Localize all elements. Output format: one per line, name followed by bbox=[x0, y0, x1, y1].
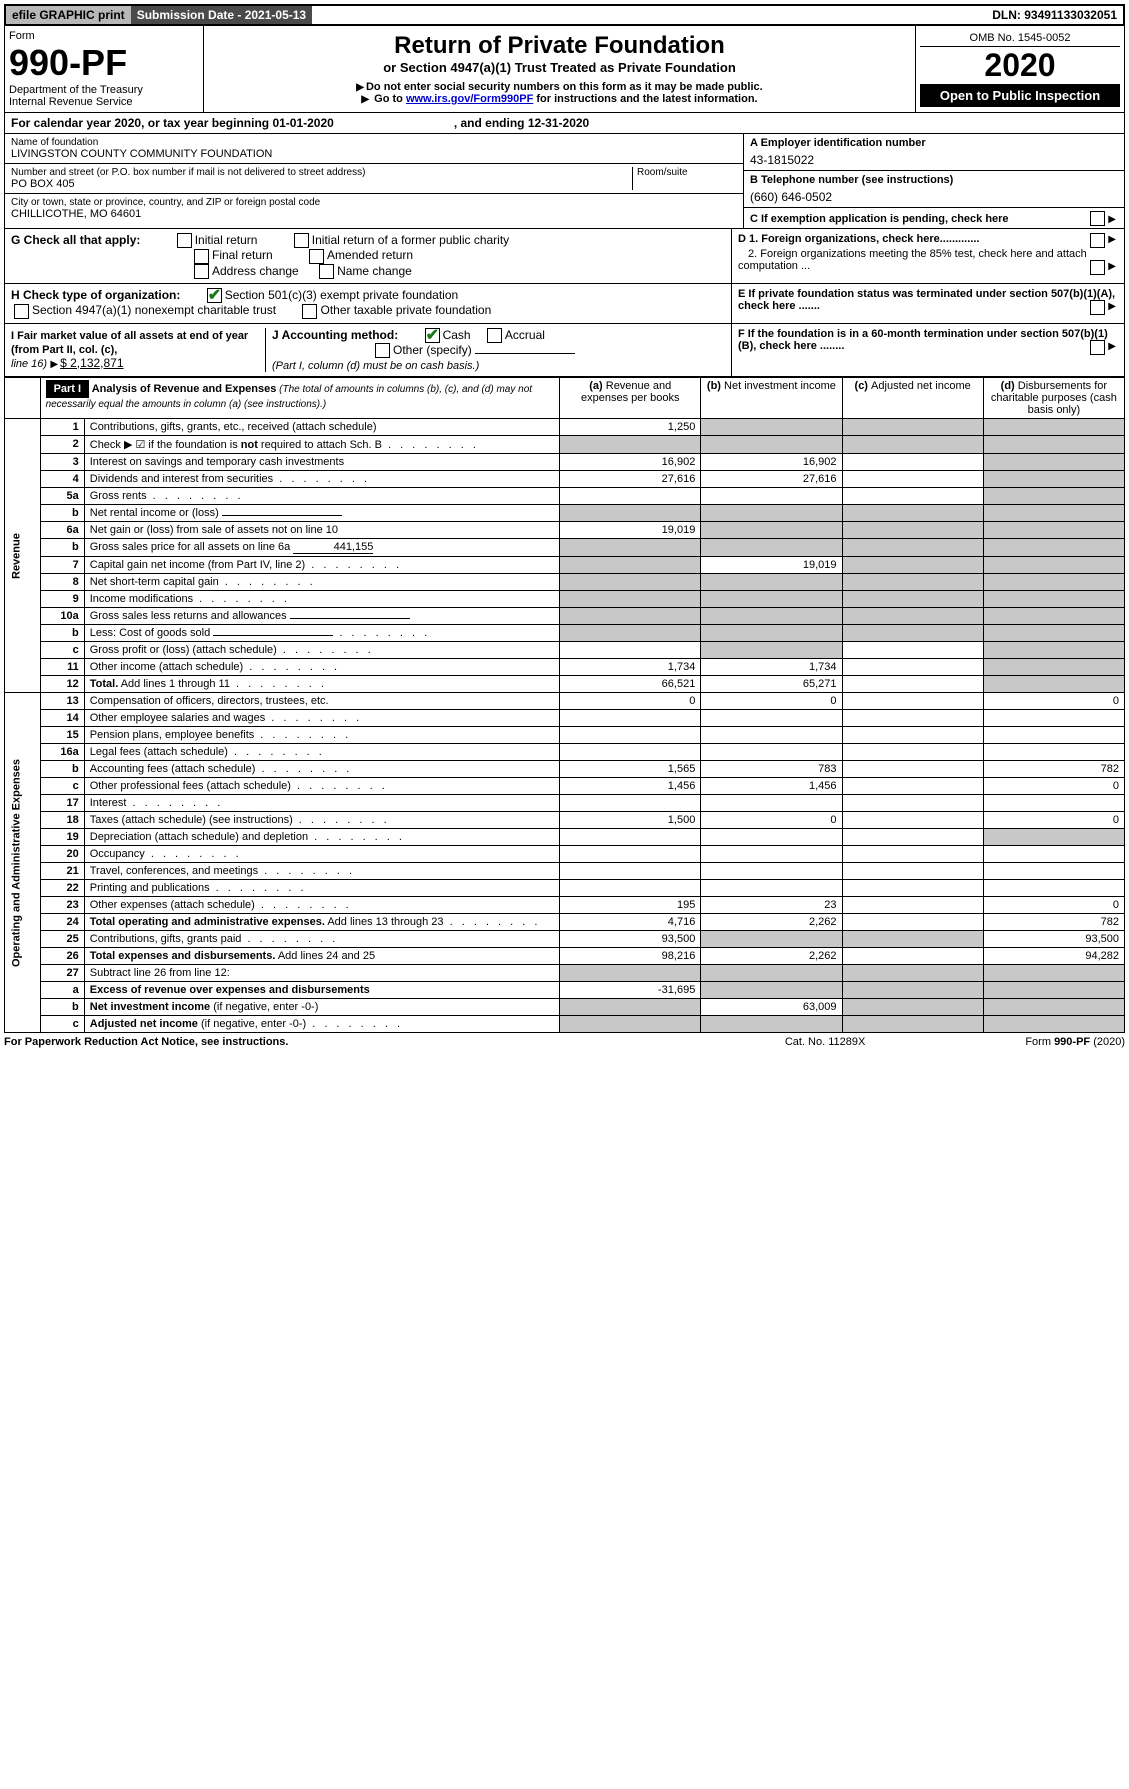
header-mid: Return of Private Foundation or Section … bbox=[204, 26, 915, 112]
table-row: cAdjusted net income (if negative, enter… bbox=[5, 1016, 1125, 1033]
chk-other-tax[interactable] bbox=[302, 304, 317, 319]
warning-1: Do not enter social security numbers on … bbox=[210, 81, 909, 93]
chk-addr[interactable] bbox=[194, 264, 209, 279]
irs: Internal Revenue Service bbox=[9, 96, 199, 108]
g-label: G Check all that apply: bbox=[11, 233, 140, 247]
table-row: 8Net short-term capital gain bbox=[5, 574, 1125, 591]
table-row: bNet investment income (if negative, ent… bbox=[5, 999, 1125, 1016]
table-row: bLess: Cost of goods sold bbox=[5, 625, 1125, 642]
table-row: 25Contributions, gifts, grants paid93,50… bbox=[5, 931, 1125, 948]
chk-amended[interactable] bbox=[309, 249, 324, 264]
top-bar: efile GRAPHIC print Submission Date - 20… bbox=[4, 4, 1125, 26]
table-row: Operating and Administrative Expenses13C… bbox=[5, 693, 1125, 710]
form-word: Form bbox=[9, 30, 199, 42]
efile-label: efile GRAPHIC print bbox=[6, 6, 131, 24]
table-row: 10aGross sales less returns and allowanc… bbox=[5, 608, 1125, 625]
submission-date: Submission Date - 2021-05-13 bbox=[131, 6, 312, 24]
table-row: aExcess of revenue over expenses and dis… bbox=[5, 982, 1125, 999]
table-row: 2Check ▶ ☑ if the foundation is not requ… bbox=[5, 436, 1125, 454]
form-number: 990-PF bbox=[9, 42, 199, 84]
phone-field: B Telephone number (see instructions) (6… bbox=[744, 171, 1124, 208]
table-row: cOther professional fees (attach schedul… bbox=[5, 778, 1125, 795]
table-row: 15Pension plans, employee benefits bbox=[5, 727, 1125, 744]
table-row: 18Taxes (attach schedule) (see instructi… bbox=[5, 812, 1125, 829]
calendar-year: For calendar year 2020, or tax year begi… bbox=[4, 113, 1125, 134]
exemption-checkbox[interactable] bbox=[1090, 211, 1105, 226]
warning-2: Go to www.irs.gov/Form990PF for instruct… bbox=[210, 93, 909, 105]
chk-other-method[interactable] bbox=[375, 343, 390, 358]
form-title: Return of Private Foundation bbox=[210, 32, 909, 60]
part-1-label: Part I bbox=[46, 380, 90, 398]
ij-row: I Fair market value of all assets at end… bbox=[4, 324, 1125, 378]
dln: DLN: 93491133032051 bbox=[986, 6, 1123, 24]
chk-d2[interactable] bbox=[1090, 260, 1105, 275]
address-field: Number and street (or P.O. box number if… bbox=[5, 164, 743, 194]
footer-catno: Cat. No. 11289X bbox=[785, 1036, 866, 1048]
table-row: 14Other employee salaries and wages bbox=[5, 710, 1125, 727]
chk-d1[interactable] bbox=[1090, 233, 1105, 248]
header-right: OMB No. 1545-0052 2020 Open to Public In… bbox=[915, 26, 1124, 112]
table-row: 17Interest bbox=[5, 795, 1125, 812]
footer-notice: For Paperwork Reduction Act Notice, see … bbox=[4, 1036, 288, 1048]
table-row: bAccounting fees (attach schedule)1,5657… bbox=[5, 761, 1125, 778]
table-row: 4Dividends and interest from securities2… bbox=[5, 471, 1125, 488]
table-row: 16aLegal fees (attach schedule) bbox=[5, 744, 1125, 761]
dept: Department of the Treasury bbox=[9, 84, 199, 96]
footer: For Paperwork Reduction Act Notice, see … bbox=[4, 1033, 1125, 1051]
table-row: 9Income modifications bbox=[5, 591, 1125, 608]
g-checks: G Check all that apply: Initial return I… bbox=[4, 229, 1125, 284]
table-row: 21Travel, conferences, and meetings bbox=[5, 863, 1125, 880]
chk-initial[interactable] bbox=[177, 233, 192, 248]
table-row: 7Capital gain net income (from Part IV, … bbox=[5, 557, 1125, 574]
chk-f[interactable] bbox=[1090, 340, 1105, 355]
omb: OMB No. 1545-0052 bbox=[920, 30, 1120, 47]
exemption-field: C If exemption application is pending, c… bbox=[744, 208, 1124, 228]
table-row: 6aNet gain or (loss) from sale of assets… bbox=[5, 522, 1125, 539]
foundation-name-field: Name of foundation LIVINGSTON COUNTY COM… bbox=[5, 134, 743, 164]
chk-initial-former[interactable] bbox=[294, 233, 309, 248]
irs-link[interactable]: www.irs.gov/Form990PF bbox=[406, 93, 533, 105]
chk-final[interactable] bbox=[194, 249, 209, 264]
table-row: 19Depreciation (attach schedule) and dep… bbox=[5, 829, 1125, 846]
table-row: 3Interest on savings and temporary cash … bbox=[5, 454, 1125, 471]
open-public: Open to Public Inspection bbox=[920, 84, 1120, 107]
table-row: 27Subtract line 26 from line 12: bbox=[5, 965, 1125, 982]
city-field: City or town, state or province, country… bbox=[5, 194, 743, 223]
table-row: 24Total operating and administrative exp… bbox=[5, 914, 1125, 931]
form-header: Form 990-PF Department of the Treasury I… bbox=[4, 26, 1125, 113]
h-label: H Check type of organization: bbox=[11, 288, 180, 302]
ein-field: A Employer identification number 43-1815… bbox=[744, 134, 1124, 171]
info-block: Name of foundation LIVINGSTON COUNTY COM… bbox=[4, 134, 1125, 229]
table-row: 20Occupancy bbox=[5, 846, 1125, 863]
form-subtitle: or Section 4947(a)(1) Trust Treated as P… bbox=[210, 60, 909, 75]
chk-name[interactable] bbox=[319, 264, 334, 279]
tax-year: 2020 bbox=[920, 47, 1120, 84]
chk-e[interactable] bbox=[1090, 300, 1105, 315]
table-row: 26Total expenses and disbursements. Add … bbox=[5, 948, 1125, 965]
table-row: 12Total. Add lines 1 through 1166,52165,… bbox=[5, 676, 1125, 693]
info-right: A Employer identification number 43-1815… bbox=[743, 134, 1124, 228]
table-row: 5aGross rents bbox=[5, 488, 1125, 505]
h-checks: H Check type of organization: Section 50… bbox=[4, 284, 1125, 324]
analysis-table: Part I Analysis of Revenue and Expenses … bbox=[4, 377, 1125, 1033]
footer-form: Form 990-PF (2020) bbox=[1025, 1036, 1125, 1048]
table-row: bGross sales price for all assets on lin… bbox=[5, 539, 1125, 557]
chk-4947[interactable] bbox=[14, 304, 29, 319]
table-row: Revenue1Contributions, gifts, grants, et… bbox=[5, 419, 1125, 436]
info-left: Name of foundation LIVINGSTON COUNTY COM… bbox=[5, 134, 743, 228]
table-row: bNet rental income or (loss) bbox=[5, 505, 1125, 522]
chk-accrual[interactable] bbox=[487, 328, 502, 343]
table-row: cGross profit or (loss) (attach schedule… bbox=[5, 642, 1125, 659]
table-row: 11Other income (attach schedule)1,7341,7… bbox=[5, 659, 1125, 676]
chk-cash[interactable] bbox=[425, 328, 440, 343]
table-row: 22Printing and publications bbox=[5, 880, 1125, 897]
chk-501c3[interactable] bbox=[207, 288, 222, 303]
table-row: 23Other expenses (attach schedule)195230 bbox=[5, 897, 1125, 914]
header-left: Form 990-PF Department of the Treasury I… bbox=[5, 26, 204, 112]
